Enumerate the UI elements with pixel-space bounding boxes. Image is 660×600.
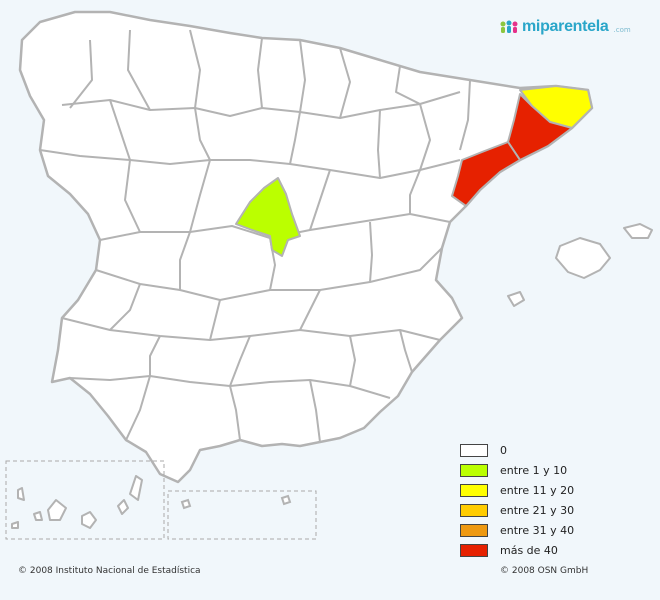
legend-item: entre 1 y 10 (460, 460, 574, 480)
people-icon (500, 20, 518, 33)
island-ibiza (507, 291, 525, 307)
island-menorca (623, 223, 653, 239)
legend-item: más de 40 (460, 540, 574, 560)
legend-item: entre 31 y 40 (460, 520, 574, 540)
legend-swatch (460, 523, 488, 537)
spain-mainland (18, 10, 594, 484)
legend-swatch (460, 463, 488, 477)
legend-swatch (460, 483, 488, 497)
canary-islands (11, 475, 143, 529)
balearic-islands (507, 223, 653, 307)
island-mallorca (555, 237, 611, 279)
copyright-osn: © 2008 OSN GmbH (500, 566, 589, 576)
legend-label: más de 40 (500, 543, 558, 557)
legend-label: entre 1 y 10 (500, 463, 568, 477)
legend-label: entre 21 y 30 (500, 503, 575, 517)
brand-logo[interactable]: miparentela .com (500, 18, 631, 36)
region-tarragona (451, 141, 521, 207)
legend-label: 0 (500, 443, 507, 457)
brand-name: miparentela (522, 18, 609, 35)
region-barcelona (507, 93, 573, 161)
legend-swatch (460, 443, 488, 457)
ceuta-melilla-inset (167, 490, 317, 540)
legend-label: entre 31 y 40 (500, 523, 575, 537)
region-madrid (235, 177, 301, 257)
canary-islands-inset (5, 460, 165, 540)
copyright-ine: © 2008 Instituto Nacional de Estadística (18, 566, 201, 576)
legend-swatch (460, 543, 488, 557)
province-borders (39, 29, 471, 443)
legend-swatch (460, 503, 488, 517)
map-legend: 0 entre 1 y 10 entre 11 y 20 entre 21 y 30 e… (460, 440, 574, 560)
legend-item: entre 11 y 20 (460, 480, 574, 500)
brand-tld: .com (613, 26, 631, 34)
legend-item: 0 (460, 440, 574, 460)
ceuta-melilla (180, 494, 292, 510)
legend-label: entre 11 y 20 (500, 483, 575, 497)
legend-item: entre 21 y 30 (460, 500, 574, 520)
